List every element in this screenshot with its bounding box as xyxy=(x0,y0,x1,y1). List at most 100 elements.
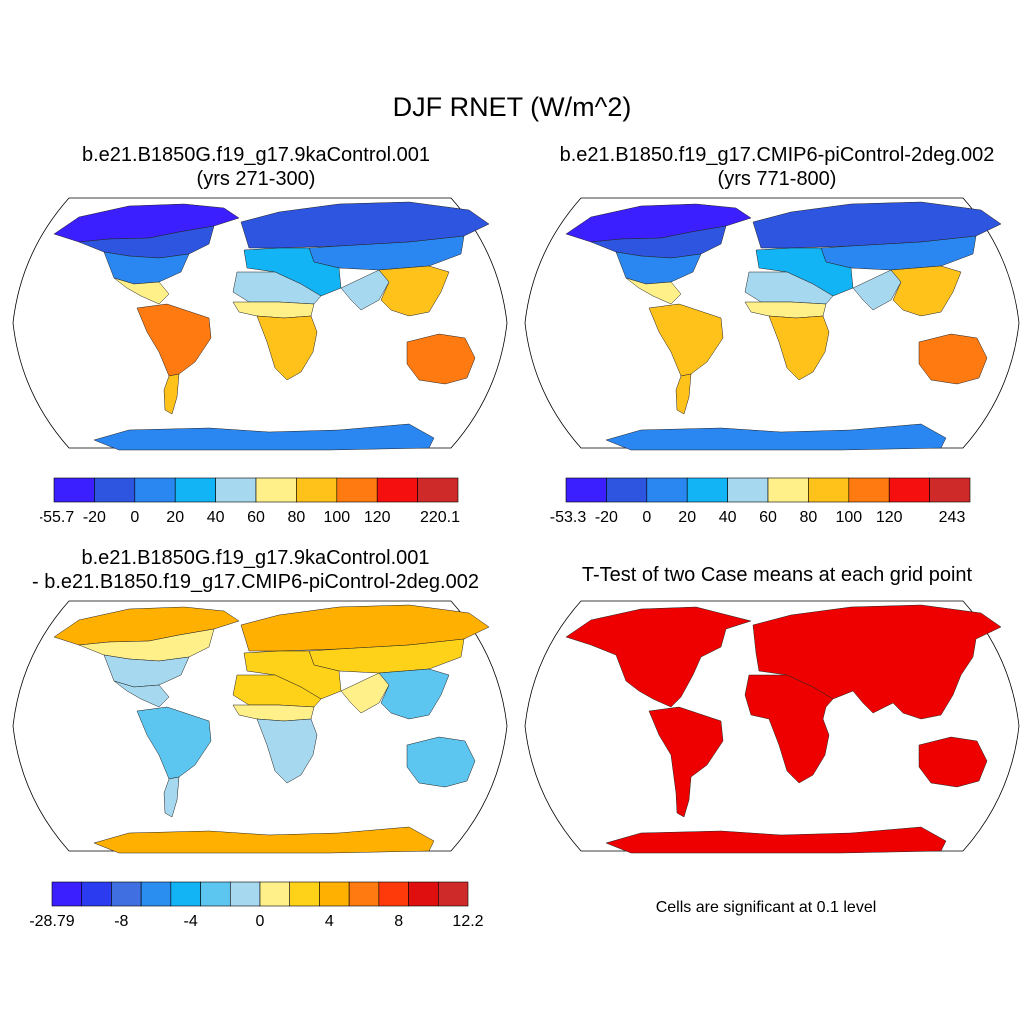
map-region-southeast-asia xyxy=(890,265,962,317)
map-region-northern-eurasia xyxy=(240,604,490,652)
map-region-southeast-asia xyxy=(378,668,450,720)
colorbar-swatch xyxy=(170,881,201,907)
colorbar-swatch xyxy=(134,477,176,503)
colorbar-swatch xyxy=(111,881,142,907)
map-region-central-southern-africa xyxy=(768,315,830,381)
colorbar-swatch xyxy=(51,881,83,907)
colorbar-tick-label: 0 xyxy=(642,509,651,526)
colorbar-swatch xyxy=(259,881,291,907)
map-region-africa xyxy=(744,674,834,784)
colorbar-tick-label: 120 xyxy=(364,509,391,526)
map-region-northern-eurasia xyxy=(752,201,1002,249)
map-region-antarctica xyxy=(605,423,947,451)
colorbar-swatch xyxy=(606,477,648,503)
colorbar-swatch xyxy=(140,881,172,907)
map-region-northern-eurasia xyxy=(240,201,490,249)
colorbar-tick-label: 40 xyxy=(719,509,737,526)
panel1-title-line1: b.e21.B1850G.f19_g17.9kaControl.001 xyxy=(81,144,431,166)
map-region-mexico-central-america xyxy=(625,277,682,305)
colorbar-swatch xyxy=(255,477,297,503)
map-region-south-america xyxy=(648,706,724,818)
colorbar-swatch xyxy=(289,881,320,907)
colorbar-swatch xyxy=(565,477,607,503)
colorbar-tick-label: 243 xyxy=(939,509,966,526)
colorbar-swatch xyxy=(376,477,418,503)
map-region-mexico-central-america xyxy=(113,680,170,708)
colorbar-swatch xyxy=(767,477,809,503)
panel4-title: T-Test of two Case means at each grid po… xyxy=(512,563,1024,587)
colorbar-swatch xyxy=(686,477,728,503)
map-region-antarctica xyxy=(93,826,435,854)
panel1-title: b.e21.B1850G.f19_g17.9kaControl.001 (yrs… xyxy=(0,143,512,191)
panel2-colorbar: -53.3 -20 0 20 40 60 80 100 120 243 xyxy=(550,477,971,526)
colorbar-tick-label: -55.7 xyxy=(40,509,74,526)
colorbar-tick-label: 80 xyxy=(288,509,306,526)
colorbar-swatch xyxy=(229,881,261,907)
colorbar-swatch xyxy=(929,477,971,503)
colorbar-tick-label: 100 xyxy=(323,509,350,526)
panel3-map xyxy=(12,600,508,854)
colorbar-swatch xyxy=(848,477,890,503)
colorbar-tick-label: 120 xyxy=(876,509,903,526)
map-region-patagonia xyxy=(163,373,180,415)
colorbar-tick-label: 40 xyxy=(207,509,225,526)
colorbar-swatch xyxy=(417,477,459,503)
colorbar-swatch xyxy=(296,477,338,503)
colorbar-tick-label: 8 xyxy=(394,913,403,930)
panel3-title-line2: - b.e21.B1850.f19_g17.CMIP6-piControl-2d… xyxy=(32,571,479,593)
panel1-title-line2: (yrs 271-300) xyxy=(196,168,316,190)
colorbar-tick-label: 60 xyxy=(759,509,777,526)
map-region-amazon-south-america xyxy=(136,706,212,780)
map-region-antarctica xyxy=(93,423,435,451)
panel2-title-line1: b.e21.B1850.f19_g17.CMIP6-piControl-2deg… xyxy=(559,144,995,166)
map-region-amazon-south-america xyxy=(136,303,212,377)
colorbar-tick-label: 12.2 xyxy=(452,913,483,930)
panel4-map xyxy=(524,600,1020,854)
colorbar-swatch xyxy=(808,477,850,503)
colorbar-tick-label: -28.79 xyxy=(29,913,74,930)
panel3-title: b.e21.B1850G.f19_g17.9kaControl.001 - b.… xyxy=(0,546,541,594)
map-region-australia xyxy=(918,736,988,788)
map-region-australia xyxy=(406,736,476,788)
map-region-north-america xyxy=(565,606,752,708)
colorbar-tick-label: 4 xyxy=(325,913,334,930)
colorbar-tick-label: -20 xyxy=(83,509,106,526)
colorbar-tick-label: -4 xyxy=(184,913,198,930)
map-region-patagonia xyxy=(163,776,180,818)
map-region-central-southern-africa xyxy=(256,315,318,381)
panel3-colorbar: -28.79 -8 -4 0 4 8 12.2 xyxy=(29,881,484,930)
panel2-title: b.e21.B1850.f19_g17.CMIP6-piControl-2deg… xyxy=(512,143,1024,191)
colorbar-swatch xyxy=(727,477,769,503)
colorbar-swatch xyxy=(437,881,469,907)
colorbar-tick-label: 220.1 xyxy=(420,509,460,526)
colorbar-swatch xyxy=(888,477,930,503)
panel3-title-line1: b.e21.B1850G.f19_g17.9kaControl.001 xyxy=(81,547,430,569)
colorbar-swatch xyxy=(378,881,409,907)
colorbar-swatch xyxy=(336,477,378,503)
colorbar-swatch xyxy=(174,477,216,503)
colorbar-tick-label: -20 xyxy=(595,509,618,526)
colorbar-swatch xyxy=(215,477,257,503)
colorbar-tick-label: 0 xyxy=(130,509,139,526)
figure-title: DJF RNET (W/m^2) xyxy=(392,92,632,122)
map-region-southeast-asia xyxy=(378,265,450,317)
colorbar-tick-label: -8 xyxy=(114,913,128,930)
colorbar-swatch xyxy=(81,881,112,907)
colorbar-tick-label: -53.3 xyxy=(550,509,586,526)
map-region-central-southern-africa xyxy=(256,718,318,784)
colorbar-swatch xyxy=(348,881,380,907)
significance-note: Cells are significant at 0.1 level xyxy=(655,899,877,916)
colorbar-tick-label: 60 xyxy=(247,509,265,526)
colorbar-tick-label: 20 xyxy=(678,509,696,526)
map-region-australia xyxy=(918,333,988,385)
colorbar-tick-label: 80 xyxy=(800,509,818,526)
colorbar-tick-label: 0 xyxy=(256,913,265,930)
map-region-patagonia xyxy=(675,373,692,415)
colorbar-swatch xyxy=(53,477,95,503)
colorbar-tick-label: 100 xyxy=(835,509,862,526)
map-region-mexico-central-america xyxy=(113,277,170,305)
colorbar-swatch xyxy=(408,881,439,907)
map-region-amazon-south-america xyxy=(648,303,724,377)
panel2-map xyxy=(524,197,1020,451)
